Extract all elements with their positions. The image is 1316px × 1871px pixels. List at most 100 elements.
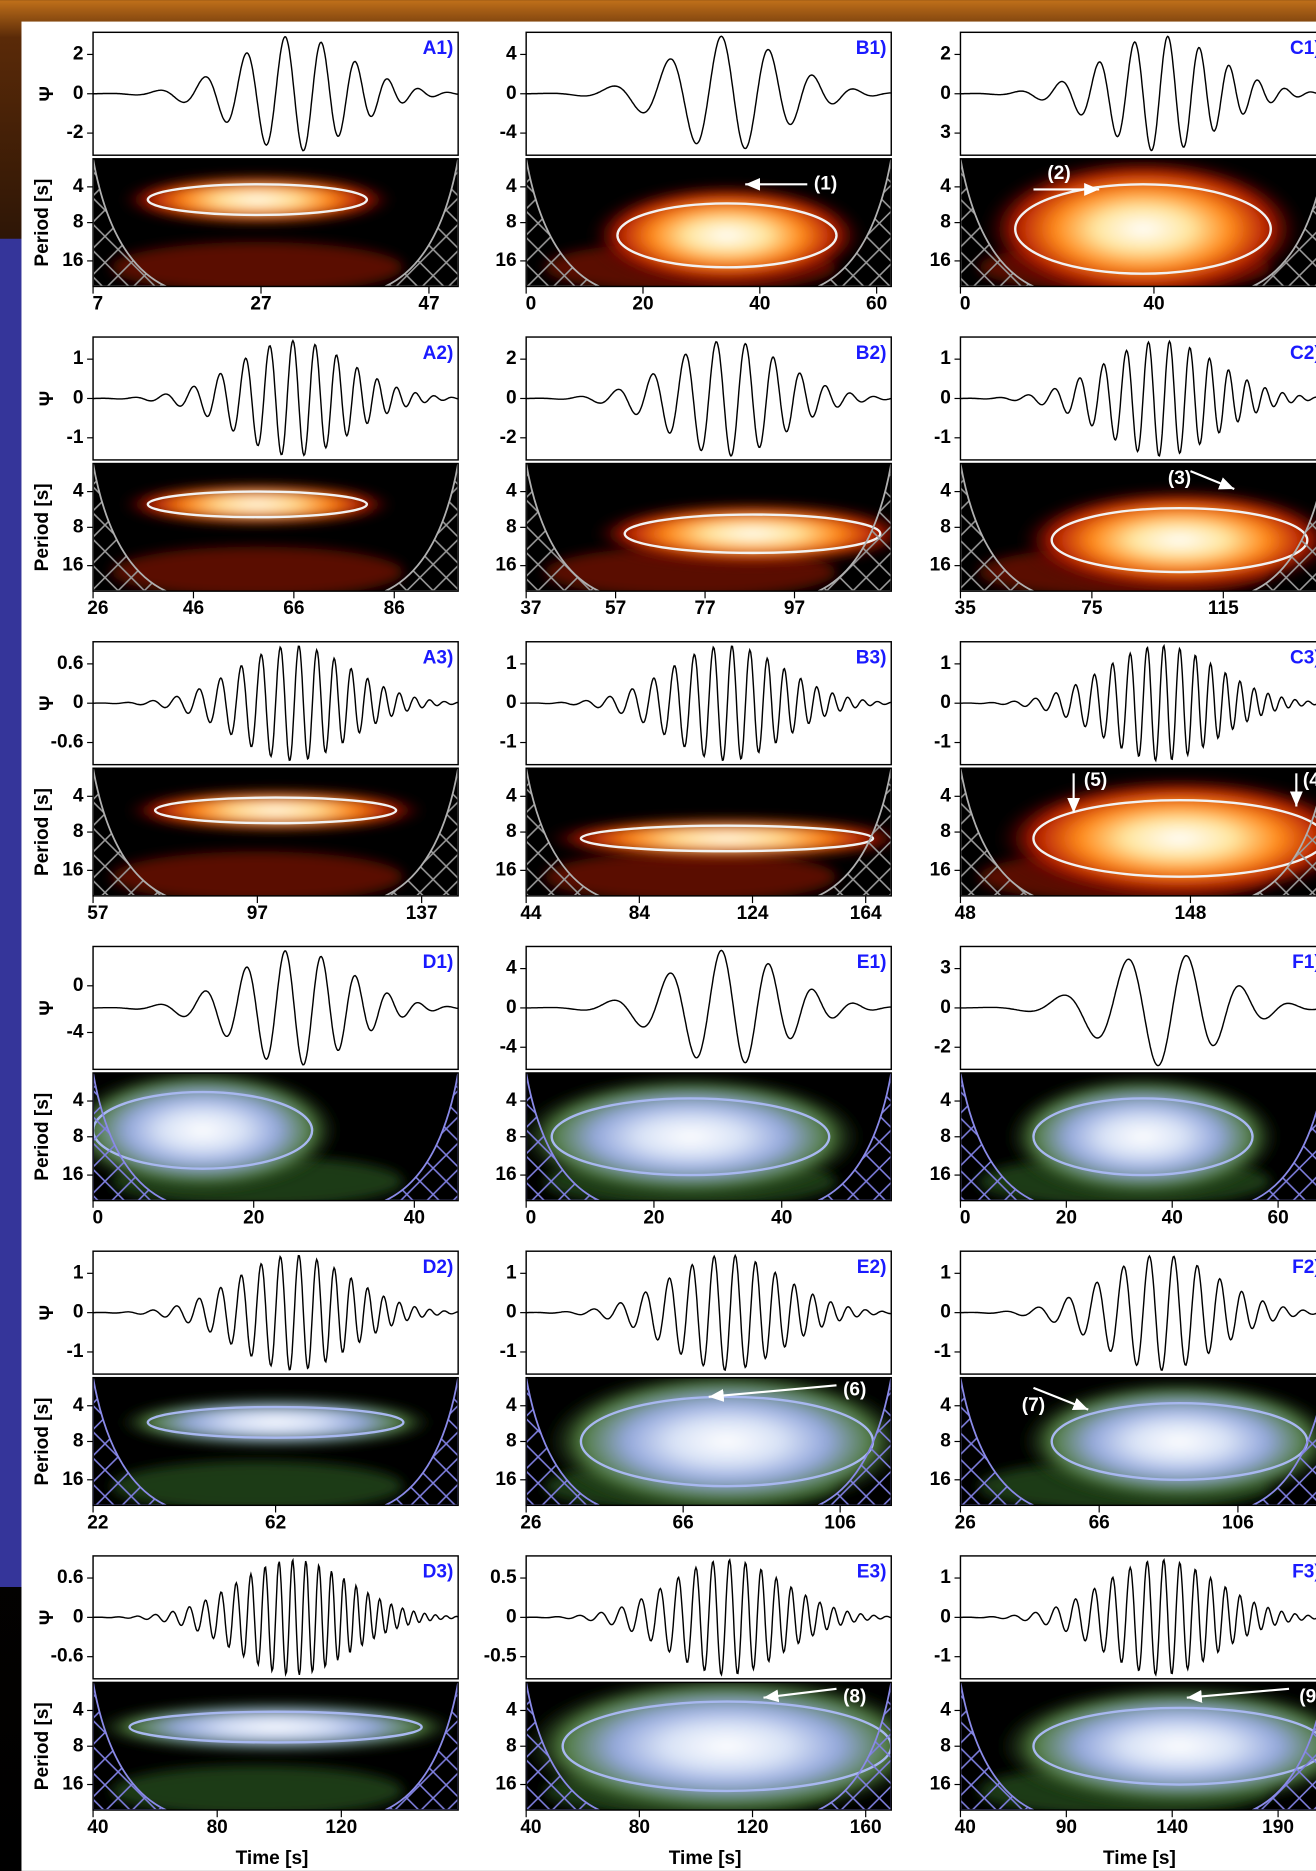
period-tick-label: 4 (940, 1090, 951, 1111)
period-tick-label: 8 (940, 821, 951, 842)
waveform (526, 1253, 892, 1372)
waveform (960, 35, 1316, 152)
time-tick-label: 27 (250, 293, 271, 314)
period-tick-label: 8 (73, 516, 84, 537)
psi-tick-label: 1 (73, 1262, 84, 1283)
period-tick-label: 16 (930, 250, 951, 271)
waveform (960, 1557, 1316, 1677)
time-tick-label: 106 (824, 1512, 856, 1533)
power-blob (544, 818, 892, 859)
period-tick-label: 8 (506, 1431, 517, 1452)
time-tick-label: 160 (850, 1817, 882, 1838)
psi-tick-label: 3 (940, 122, 951, 143)
panel-label: F3) (1292, 1562, 1316, 1583)
period-tick-label: 16 (930, 859, 951, 880)
time-axis-label: Time [s] (1103, 1848, 1176, 1869)
time-tick-label: 47 (418, 293, 439, 314)
annotation: (7) (1022, 1395, 1045, 1416)
panel: A3) 0.6 0 -0.6 4 8 16 57 97 137 Ψ Period [s] (32, 641, 459, 924)
annotation-arrow (1033, 1386, 1089, 1411)
psi-tick-label: 0 (73, 975, 84, 996)
time-tick-label: 80 (629, 1817, 650, 1838)
power-blob (997, 1684, 1316, 1808)
psi-tick-label: -1 (934, 427, 951, 448)
time-tick-label: 40 (1162, 1208, 1183, 1229)
panel-label: D2) (423, 1257, 454, 1278)
waveform (960, 643, 1316, 763)
power-blob (544, 1377, 892, 1506)
psi-tick-label: 0 (940, 83, 951, 104)
power-blob (1019, 489, 1316, 592)
time-tick-label: 44 (520, 903, 542, 924)
spectrogram (93, 158, 459, 287)
period-tick-label: 4 (940, 1700, 951, 1721)
psi-tick-label: 3 (940, 958, 951, 979)
annotation: (5) (1084, 770, 1107, 791)
period-axis-label: Period [s] (32, 1093, 53, 1181)
psi-tick-label: -1 (934, 1646, 951, 1667)
time-tick-label: 80 (207, 1817, 228, 1838)
contour (616, 202, 838, 269)
period-tick-label: 8 (940, 1735, 951, 1756)
time-tick-label: 40 (1143, 293, 1164, 314)
psi-tick-label: 0 (73, 1606, 84, 1627)
time-tick-label: 40 (749, 293, 770, 314)
psi-tick-label: 0 (940, 692, 951, 713)
panel: F1) 3 0 -2 4 8 16 0 20 40 60 (930, 945, 1316, 1229)
waveform (93, 36, 459, 152)
time-tick-label: 90 (1056, 1817, 1077, 1838)
panel: A2) 1 0 -1 4 8 16 26 46 66 86 Ψ Period [s] (32, 336, 459, 619)
period-tick-label: 4 (506, 785, 517, 806)
psi-tick-label: -1 (67, 1341, 84, 1362)
panel-label: B3) (856, 648, 887, 669)
period-tick-label: 4 (73, 1090, 84, 1111)
panel: E2) 1 0 -1 4 8 16 26 66 106 (6) (495, 1250, 892, 1533)
psi-tick-label: 0 (506, 997, 517, 1018)
period-tick-label: 8 (940, 1431, 951, 1452)
time-tick-label: 26 (87, 598, 108, 619)
waveform (93, 339, 459, 457)
psi-tick-label: -2 (67, 122, 84, 143)
period-tick-label: 8 (73, 1431, 84, 1452)
annotation: (8) (843, 1687, 866, 1708)
psi-tick-label: 2 (940, 43, 951, 64)
waveform (526, 645, 892, 762)
psi-tick-label: 1 (506, 1262, 517, 1283)
psi-axis-label: Ψ (37, 1610, 58, 1625)
psi-tick-label: -1 (934, 1341, 951, 1362)
contour (1032, 1706, 1316, 1786)
period-tick-label: 4 (940, 481, 951, 502)
period-tick-label: 8 (73, 212, 84, 233)
period-axis-label: Period [s] (32, 1397, 53, 1485)
time-tick-label: 0 (526, 1208, 537, 1229)
period-axis-label: Period [s] (32, 483, 53, 571)
time-tick-label: 46 (183, 598, 204, 619)
power-blob (115, 1397, 436, 1447)
contour (146, 183, 369, 217)
time-tick-label: 20 (632, 293, 653, 314)
panel-label: A2) (423, 343, 454, 364)
time-tick-label: 57 (87, 903, 108, 924)
period-tick-label: 8 (506, 212, 517, 233)
waveform-frame (959, 336, 1316, 461)
psi-tick-label: 4 (506, 958, 517, 979)
psi-tick-label: -0.6 (51, 1646, 84, 1667)
panel-label: C2) (1290, 343, 1316, 364)
annotation-arrow (763, 1687, 837, 1703)
spectrogram (93, 768, 459, 896)
psi-tick-label: 0 (73, 83, 84, 104)
period-tick-label: 4 (73, 481, 84, 502)
psi-tick-label: 0 (506, 1606, 517, 1627)
psi-tick-label: -1 (934, 732, 951, 753)
psi-tick-label: 0 (73, 1302, 84, 1323)
period-tick-label: 4 (940, 1395, 951, 1416)
psi-tick-label: -0.6 (51, 732, 84, 753)
time-tick-label: 97 (247, 903, 268, 924)
waveform (960, 339, 1316, 457)
period-tick-label: 16 (62, 555, 83, 576)
period-tick-label: 4 (73, 176, 84, 197)
time-tick-label: 40 (87, 1817, 108, 1838)
haze (111, 546, 404, 592)
